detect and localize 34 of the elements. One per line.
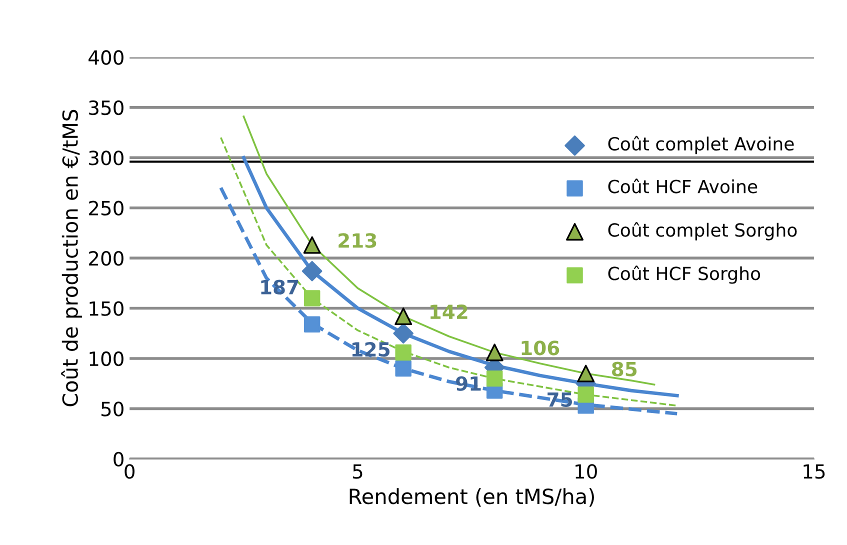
legend-label: Coût HCF Sorgho [608,266,760,284]
point [393,323,414,344]
point [302,260,322,282]
point [303,236,321,254]
x-tick-label: 5 [353,464,362,479]
x-tick-label: 0 [124,464,134,479]
legend-label: Coût complet Avoine [608,136,794,154]
point [486,370,503,387]
point [577,364,595,382]
point [486,344,504,362]
data-label: 213 [338,233,376,248]
data-label: 85 [612,362,637,376]
x-axis-title: Rendement (en tMS/ha) [350,488,594,507]
point [578,386,594,403]
y-axis-title: Coût de production en €/tMS [61,110,82,406]
x-tick-label: 15 [804,464,825,479]
y-tick-label: 100 [90,351,124,366]
y-tick-label: 50 [101,402,124,416]
point [395,360,412,377]
point [304,290,320,306]
x-tick-label: 10 [576,464,597,479]
point [304,316,320,332]
legend-label: Coût HCF Avoine [608,178,758,194]
y-tick-label: 350 [89,100,124,116]
y-tick-label: 200 [89,251,124,266]
y-tick-label: 250 [89,200,124,216]
point [394,308,412,326]
y-tick-label: 400 [88,50,124,65]
data-label: 106 [522,340,560,356]
y-tick-label: 150 [90,301,124,316]
y-tick-label: 300 [89,150,124,166]
y-tick-label: 0 [114,452,124,467]
legend-label: Coût complet Sorgho [608,222,797,240]
point [395,344,412,361]
